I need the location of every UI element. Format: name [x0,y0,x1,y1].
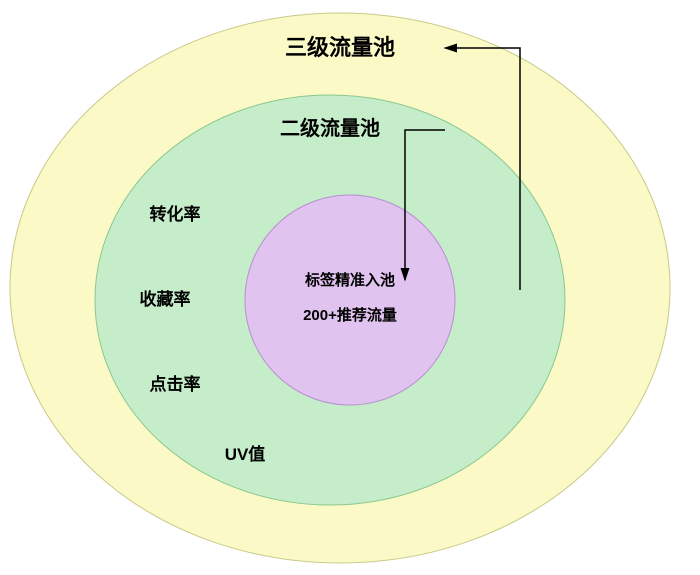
metric-label: 转化率 [150,204,201,224]
inner-pool-ellipse [245,195,455,405]
traffic-pool-diagram: 三级流量池 二级流量池 标签精准入池 200+推荐流量 转化率收藏率点击率 UV值 [0,0,700,575]
metric-label: UV值 [225,444,266,464]
outer-pool-label: 三级流量池 [285,35,395,60]
inner-pool-label-line2: 200+推荐流量 [303,306,397,324]
inner-pool-label-line1: 标签精准入池 [304,271,395,289]
middle-pool-label: 二级流量池 [280,116,380,140]
metric-label: 收藏率 [140,289,191,309]
metric-label: 点击率 [150,374,201,394]
